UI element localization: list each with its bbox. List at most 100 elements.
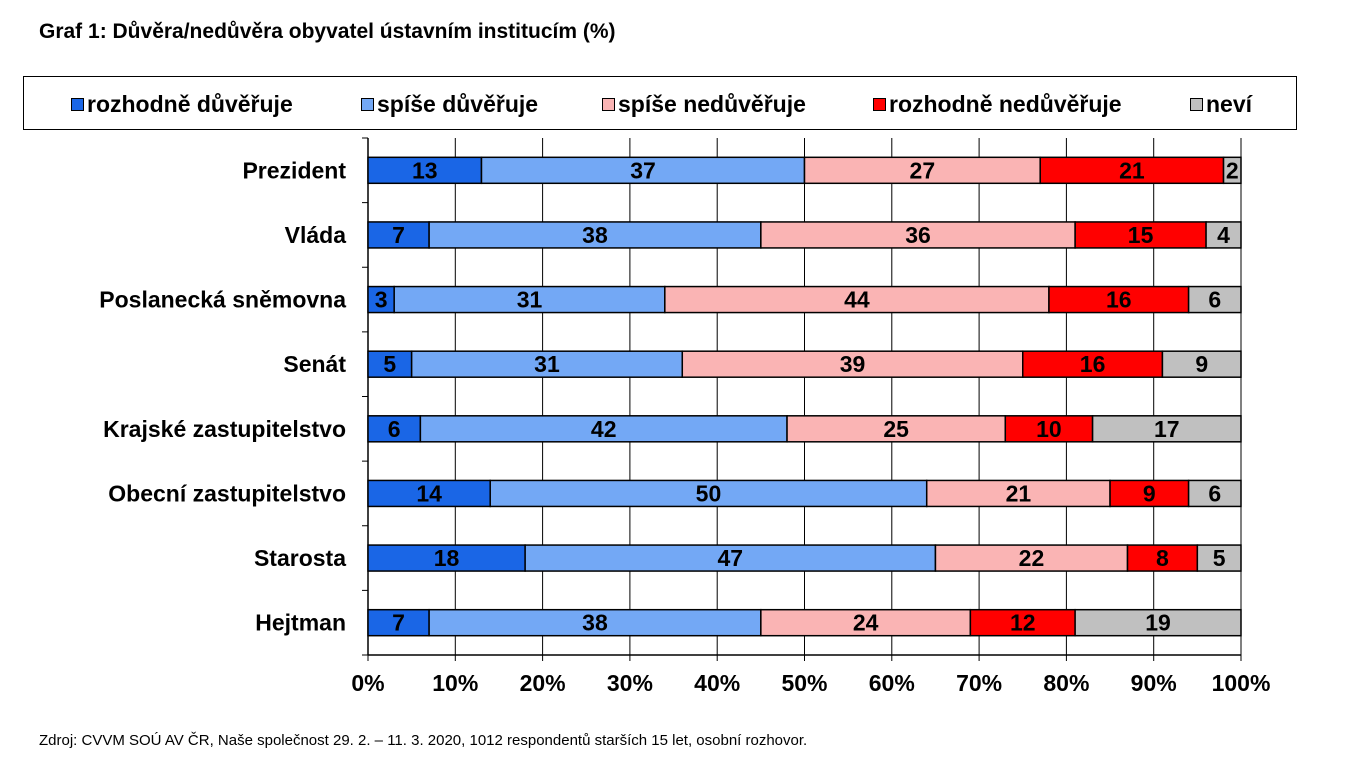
bar-segment bbox=[1187, 479, 1242, 508]
x-tick-label: 0% bbox=[351, 670, 384, 696]
legend-swatch-spise-duveruje bbox=[361, 98, 374, 111]
category-label: Poslanecká sněmovna bbox=[99, 287, 346, 313]
data-label: 7 bbox=[392, 222, 405, 248]
data-label: 5 bbox=[1213, 545, 1226, 571]
data-label: 38 bbox=[582, 610, 608, 636]
category-label: Senát bbox=[283, 351, 346, 377]
legend-item-nevi: neví bbox=[1190, 91, 1252, 118]
data-label: 6 bbox=[1208, 480, 1221, 506]
data-label: 38 bbox=[582, 222, 608, 248]
legend-label-spise-neduveruje: spíše nedůvěřuje bbox=[618, 91, 806, 117]
bar-segment bbox=[367, 544, 526, 572]
x-tick-label: 100% bbox=[1212, 670, 1271, 696]
bar-segment bbox=[1074, 608, 1242, 637]
legend-item-rozhodne-neduveruje: rozhodně nedůvěřuje bbox=[873, 91, 1122, 118]
x-tick-label: 50% bbox=[781, 670, 827, 696]
data-label: 2 bbox=[1226, 157, 1239, 183]
data-label: 47 bbox=[717, 545, 743, 571]
data-label: 27 bbox=[910, 157, 936, 183]
data-label: 22 bbox=[1019, 545, 1045, 571]
category-label: Krajské zastupitelstvo bbox=[103, 416, 346, 442]
legend-item-rozhodne-duveruje: rozhodně důvěřuje bbox=[71, 91, 293, 118]
legend-label-nevi: neví bbox=[1206, 91, 1253, 117]
bar-segment bbox=[1222, 156, 1242, 185]
category-label: Hejtman bbox=[255, 610, 346, 636]
data-label: 31 bbox=[517, 287, 543, 313]
data-label: 24 bbox=[853, 610, 879, 636]
data-label: 15 bbox=[1128, 222, 1154, 248]
data-label: 44 bbox=[844, 287, 870, 313]
data-label: 39 bbox=[840, 351, 866, 377]
bar-segment bbox=[367, 156, 483, 185]
category-label: Prezident bbox=[242, 157, 346, 183]
bar-segment bbox=[1205, 221, 1242, 249]
data-label: 17 bbox=[1154, 416, 1180, 442]
source-note: Zdroj: CVVM SOÚ AV ČR, Naše společnost 2… bbox=[39, 732, 808, 749]
bar-segment bbox=[760, 221, 1076, 249]
data-label: 7 bbox=[392, 610, 405, 636]
data-label: 12 bbox=[1010, 610, 1036, 636]
bar-segment bbox=[1161, 350, 1242, 378]
legend-swatch-rozhodne-neduveruje bbox=[873, 98, 886, 111]
data-label: 21 bbox=[1119, 157, 1145, 183]
data-label: 16 bbox=[1106, 287, 1132, 313]
bar-segment bbox=[489, 479, 928, 508]
bar-segment bbox=[419, 415, 788, 443]
bar-segment bbox=[786, 415, 1007, 443]
data-label: 9 bbox=[1143, 480, 1156, 506]
data-label: 21 bbox=[1006, 480, 1032, 506]
legend-swatch-rozhodne-duveruje bbox=[71, 98, 84, 111]
bar-segment bbox=[367, 608, 430, 637]
x-tick-label: 30% bbox=[607, 670, 653, 696]
data-label: 3 bbox=[375, 287, 388, 313]
data-label: 10 bbox=[1036, 416, 1062, 442]
data-label: 19 bbox=[1145, 610, 1171, 636]
data-label: 8 bbox=[1156, 545, 1169, 571]
data-label: 37 bbox=[630, 157, 656, 183]
data-label: 18 bbox=[434, 545, 460, 571]
x-tick-label: 10% bbox=[432, 670, 478, 696]
data-label: 50 bbox=[696, 480, 722, 506]
bar-segment bbox=[1091, 415, 1242, 443]
data-label: 13 bbox=[412, 157, 438, 183]
data-label: 25 bbox=[883, 416, 909, 442]
category-label: Obecní zastupitelstvo bbox=[108, 480, 346, 506]
bar-segment bbox=[1048, 285, 1190, 314]
bar-segment bbox=[1126, 544, 1199, 572]
bar-segment bbox=[393, 285, 666, 314]
bar-segment bbox=[1187, 285, 1242, 314]
bar-segment bbox=[934, 544, 1129, 572]
data-label: 9 bbox=[1195, 351, 1208, 377]
legend-swatch-nevi bbox=[1190, 98, 1203, 111]
legend-label-rozhodne-neduveruje: rozhodně nedůvěřuje bbox=[889, 91, 1122, 117]
legend: rozhodně důvěřuje spíše důvěřuje spíše n… bbox=[23, 76, 1297, 130]
bar-segment bbox=[1039, 156, 1225, 185]
x-tick-label: 90% bbox=[1131, 670, 1177, 696]
legend-label-spise-duveruje: spíše důvěřuje bbox=[377, 91, 539, 117]
bar-segment bbox=[367, 350, 413, 378]
bar-segment bbox=[969, 608, 1076, 637]
data-label: 6 bbox=[388, 416, 401, 442]
category-label: Vláda bbox=[285, 222, 347, 248]
bar-segment bbox=[428, 608, 762, 637]
bar-segment bbox=[428, 221, 762, 249]
bar-segment bbox=[803, 156, 1041, 185]
category-label: Starosta bbox=[254, 545, 346, 571]
data-label: 14 bbox=[416, 480, 442, 506]
bar-segment bbox=[1004, 415, 1094, 443]
bar-segment bbox=[367, 415, 422, 443]
bar-segment bbox=[1109, 479, 1190, 508]
data-label: 4 bbox=[1217, 222, 1230, 248]
x-tick-label: 40% bbox=[694, 670, 740, 696]
data-label: 5 bbox=[383, 351, 396, 377]
data-label: 42 bbox=[591, 416, 617, 442]
x-tick-label: 70% bbox=[956, 670, 1002, 696]
bar-segment bbox=[664, 285, 1050, 314]
x-tick-label: 20% bbox=[520, 670, 566, 696]
bar-segment bbox=[480, 156, 806, 185]
bar-segment bbox=[367, 285, 395, 314]
chart-title: Graf 1: Důvěra/nedůvěra obyvatel ústavní… bbox=[39, 20, 616, 43]
data-label: 16 bbox=[1080, 351, 1106, 377]
x-tick-label: 80% bbox=[1043, 670, 1089, 696]
